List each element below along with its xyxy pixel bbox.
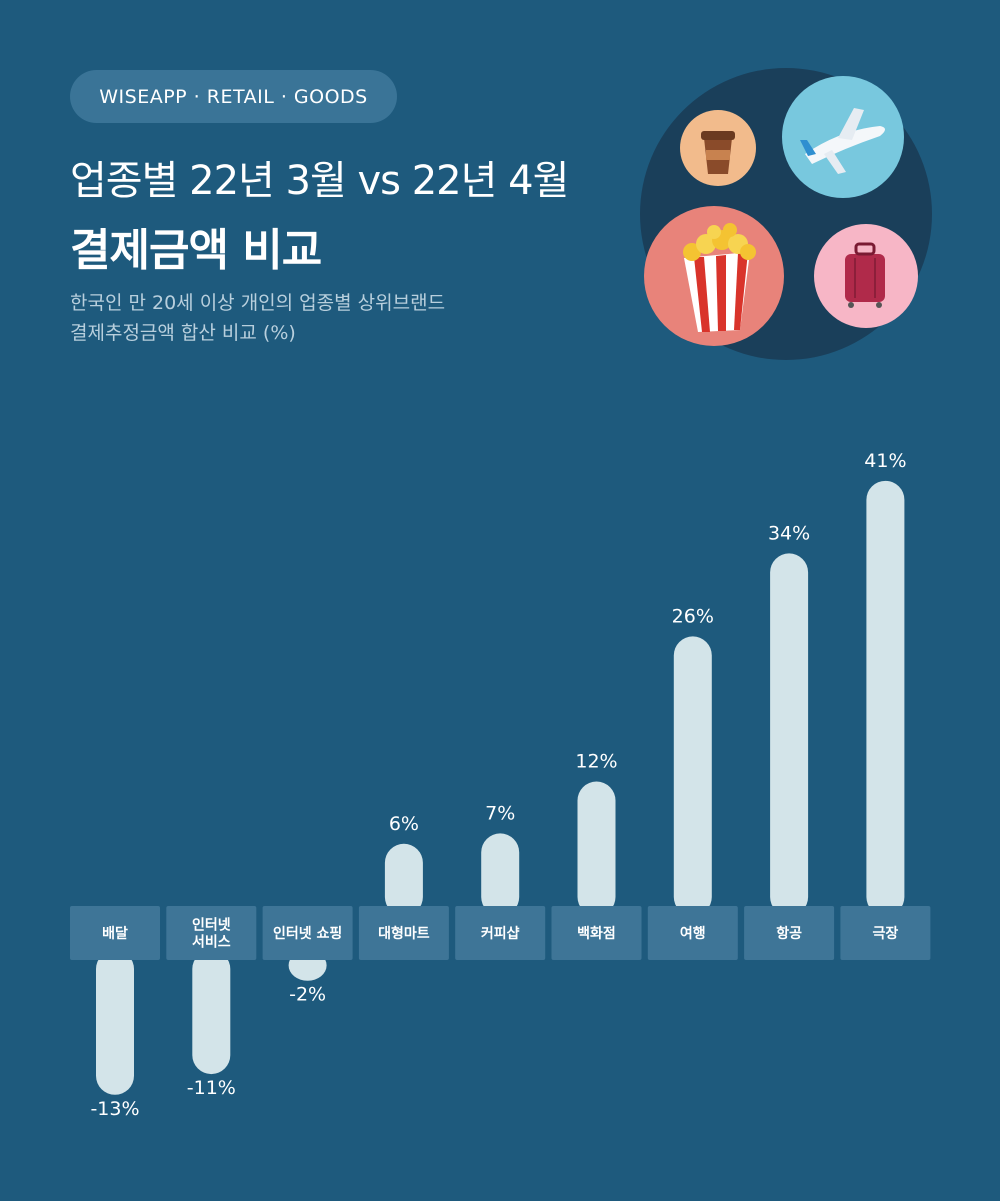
bar-6	[673, 636, 712, 916]
value-label-2: -2%	[289, 984, 326, 1006]
value-label-0: -13%	[90, 1098, 139, 1120]
page-title-line2: 결제금액 비교	[70, 225, 322, 276]
category-box-0	[70, 906, 160, 960]
page-title-line1: 업종별 22년 3월 vs 22년 4월	[70, 158, 569, 204]
category-box-6	[647, 906, 738, 960]
category-label-2: 인터넷 쇼핑	[273, 925, 342, 942]
category-label-8: 극장	[873, 925, 899, 942]
category-box-3	[358, 906, 449, 960]
category-label-3: 대형마트	[378, 925, 430, 942]
category-box-5	[551, 906, 642, 960]
category-label-7: 항공	[776, 925, 802, 942]
category-box-8	[840, 906, 931, 960]
subtitle-line2: 결제추정금액 합산 비교 (%)	[70, 322, 296, 344]
bar-0	[96, 950, 134, 1095]
category-label-6: 여행	[680, 925, 706, 942]
bar-7	[770, 553, 809, 916]
bar-8	[866, 480, 905, 916]
value-label-1: -11%	[187, 1077, 236, 1099]
category-box-7	[744, 906, 835, 960]
category-box-1	[166, 906, 257, 960]
popcorn-icon	[644, 206, 784, 346]
coffee-cup-icon	[680, 110, 756, 186]
category-box-2	[262, 906, 353, 960]
subtitle: 한국인 만 20세 이상 개인의 업종별 상위브랜드 결제추정금액 합산 비교 …	[70, 288, 550, 348]
brand-tag: WISEAPP · RETAIL · GOODS	[70, 70, 397, 123]
subtitle-line1: 한국인 만 20세 이상 개인의 업종별 상위브랜드	[70, 292, 446, 314]
bar-3	[384, 843, 423, 916]
category-label-1: 인터넷 서비스	[192, 917, 231, 951]
bar-5	[577, 781, 616, 916]
category-label-4: 커피샵	[481, 926, 520, 942]
value-label-7: 34%	[768, 522, 810, 544]
airplane-icon	[782, 76, 904, 198]
category-label-5: 백화점	[577, 925, 616, 942]
value-label-4: 7%	[485, 802, 515, 824]
value-label-3: 6%	[389, 813, 419, 835]
bar-1	[192, 950, 231, 1075]
value-label-8: 41%	[864, 450, 906, 472]
category-label-0: 배달	[102, 926, 128, 942]
category-box-4	[455, 906, 546, 960]
suitcase-icon	[814, 224, 918, 328]
value-label-5: 12%	[575, 751, 617, 773]
bar-4	[481, 833, 520, 916]
illustration	[640, 68, 932, 360]
value-label-6: 26%	[672, 605, 714, 627]
